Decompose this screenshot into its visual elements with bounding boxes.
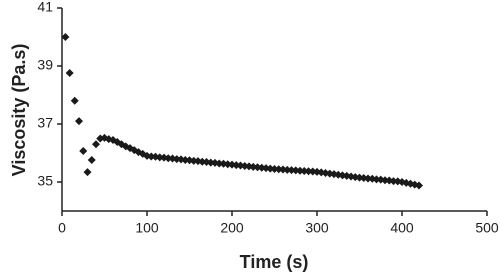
point: [415, 181, 423, 190]
point: [79, 146, 88, 155]
x-tick-label: 500: [475, 220, 499, 236]
x-tick-label: 400: [390, 220, 414, 236]
y-tick-label: 39: [37, 57, 53, 73]
point: [65, 68, 74, 77]
y-tick-label: 37: [37, 115, 53, 131]
y-axis-title: Viscosity (Pa.s): [9, 44, 29, 177]
point: [70, 96, 79, 105]
point: [87, 155, 96, 164]
point: [92, 140, 100, 149]
x-tick-label: 0: [58, 220, 66, 236]
y-tick-label: 35: [37, 173, 53, 189]
x-tick-label: 200: [220, 220, 244, 236]
x-axis-title: Time (s): [240, 252, 309, 272]
point: [61, 33, 70, 41]
point: [83, 168, 92, 177]
y-tick-label: 41: [37, 0, 53, 15]
x-tick-label: 300: [305, 220, 329, 236]
x-tick-label: 100: [135, 220, 159, 236]
point: [75, 117, 83, 126]
